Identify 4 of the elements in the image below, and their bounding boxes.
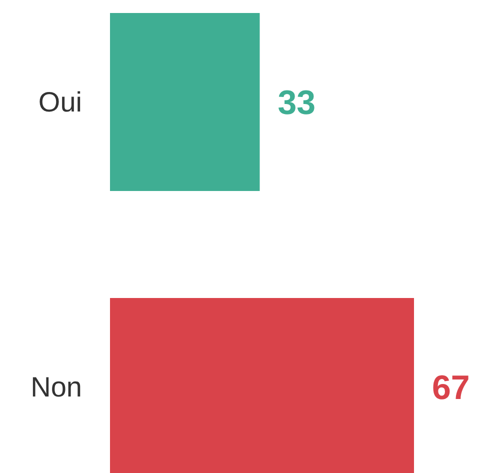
data-label: 67: [432, 368, 470, 407]
y-tick-label: Non: [30, 371, 82, 402]
y-tick-label: Oui: [38, 86, 82, 118]
data-label: 33: [278, 84, 316, 122]
